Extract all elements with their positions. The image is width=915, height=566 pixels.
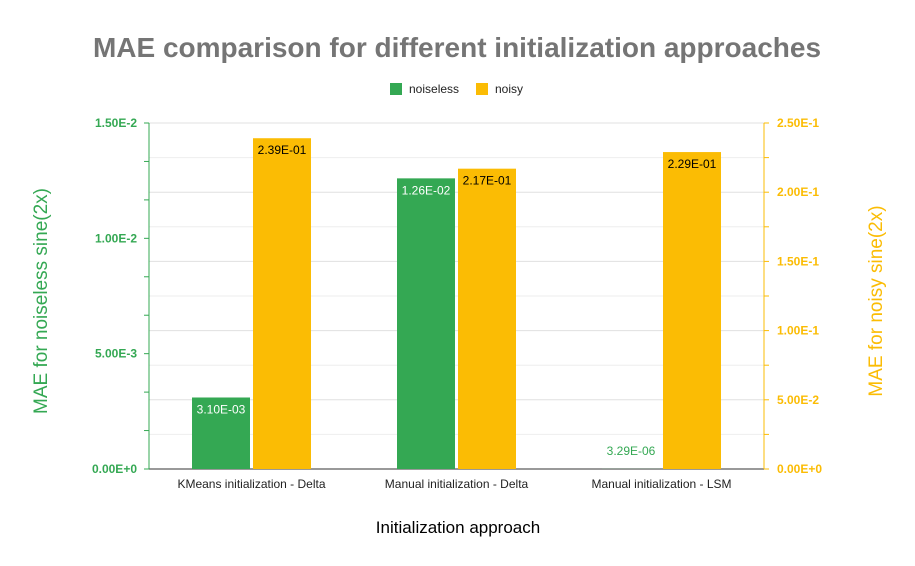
data-label-noiseless: 3.29E-06 (607, 444, 656, 458)
bar-noiseless[interactable] (397, 178, 455, 470)
legend-label-noiseless: noiseless (409, 82, 459, 96)
x-axis-label: Initialization approach (376, 518, 540, 537)
y-axis-left-label: MAE for noiseless sine(2x) (31, 188, 52, 414)
right-axis-tick-label: 1.00E-1 (777, 324, 819, 338)
bars (192, 138, 721, 470)
left-y-axis: 0.00E+0 5.00E-3 1.00E-2 1.50E-2 (92, 116, 150, 476)
legend-swatch-noiseless (390, 83, 402, 95)
right-axis-tick-label: 1.50E-1 (777, 254, 819, 268)
left-axis-tick-label: 1.50E-2 (95, 116, 137, 130)
right-axis-tick-label: 5.00E-2 (777, 393, 819, 407)
category-label: Manual initialization - LSM (591, 477, 731, 491)
chart-title: MAE comparison for different initializat… (93, 32, 821, 63)
right-y-axis: 0.00E+0 5.00E-2 1.00E-1 1.50E-1 2.00E-1 2.50E… (763, 116, 822, 476)
data-labels: 3.10E-03 2.39E-01 1.26E-02 2.17E-01 3.29E-06… (197, 143, 717, 458)
left-axis-tick-label: 0.00E+0 (92, 462, 137, 476)
bar-noisy[interactable] (253, 138, 311, 469)
category-labels: KMeans initialization - Delta Manual init… (177, 477, 731, 491)
legend-item-noiseless[interactable]: noiseless (390, 82, 459, 96)
bar-noiseless[interactable] (192, 397, 250, 469)
bar-noisy[interactable] (663, 152, 721, 469)
left-axis-tick-label: 5.00E-3 (95, 347, 137, 361)
legend-label-noisy: noisy (495, 82, 523, 96)
data-label-noisy: 2.17E-01 (463, 174, 512, 188)
data-label-noisy: 2.39E-01 (258, 143, 307, 157)
legend: noiseless noisy (390, 82, 523, 96)
data-label-noisy: 2.29E-01 (668, 157, 717, 171)
right-axis-tick-label: 2.00E-1 (777, 185, 819, 199)
right-axis-tick-label: 2.50E-1 (777, 116, 819, 130)
y-axis-right-label: MAE for noisy sine(2x) (866, 205, 887, 396)
right-axis-tick-label: 0.00E+0 (777, 462, 822, 476)
data-label-noiseless: 3.10E-03 (197, 402, 246, 416)
legend-swatch-noisy (476, 83, 488, 95)
category-label: KMeans initialization - Delta (177, 477, 325, 491)
left-axis-tick-label: 1.00E-2 (95, 231, 137, 245)
bar-noisy[interactable] (458, 168, 516, 469)
legend-item-noisy[interactable]: noisy (476, 82, 523, 96)
data-label-noiseless: 1.26E-02 (402, 183, 451, 197)
gridlines (149, 122, 764, 470)
category-label: Manual initialization - Delta (385, 477, 529, 491)
